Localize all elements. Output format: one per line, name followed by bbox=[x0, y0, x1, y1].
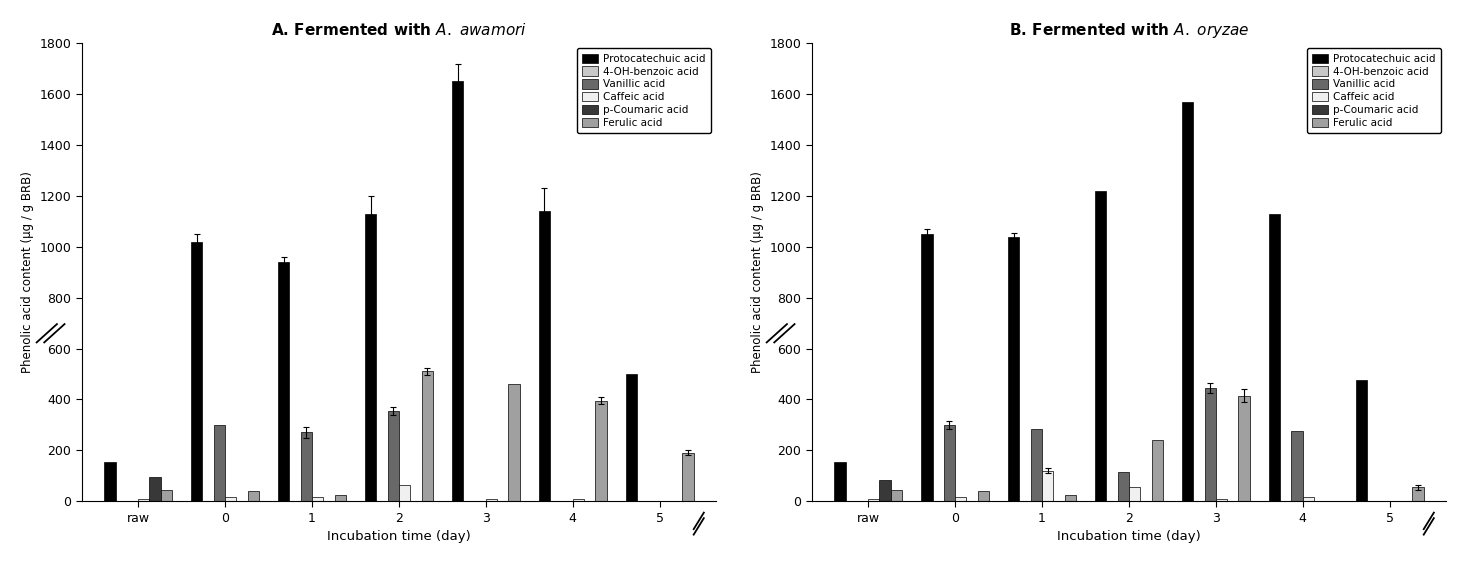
Bar bbox=[890, 490, 902, 501]
Bar bbox=[977, 491, 989, 501]
Bar bbox=[596, 400, 607, 501]
Bar bbox=[301, 433, 312, 501]
Bar bbox=[1118, 472, 1130, 501]
Bar bbox=[572, 499, 584, 501]
Y-axis label: Phenolic acid content (μg / g BRB): Phenolic acid content (μg / g BRB) bbox=[21, 171, 34, 373]
Bar bbox=[682, 453, 694, 501]
X-axis label: Incubation time (day): Incubation time (day) bbox=[327, 530, 471, 543]
Title: A. Fermented with $\mathit{A.\ awamori}$: A. Fermented with $\mathit{A.\ awamori}$ bbox=[271, 22, 527, 38]
Bar bbox=[1291, 431, 1303, 501]
Title: B. Fermented with $\mathit{A.\ oryzae}$: B. Fermented with $\mathit{A.\ oryzae}$ bbox=[1009, 21, 1250, 40]
Bar bbox=[509, 384, 519, 501]
Bar bbox=[214, 425, 224, 501]
Bar bbox=[868, 499, 880, 501]
Bar bbox=[1152, 440, 1163, 501]
Bar bbox=[955, 497, 967, 501]
Bar bbox=[1065, 495, 1075, 501]
Bar bbox=[1238, 395, 1250, 501]
Bar bbox=[191, 241, 202, 501]
Bar bbox=[421, 372, 433, 501]
Bar bbox=[1182, 102, 1193, 501]
Bar bbox=[365, 214, 377, 501]
Bar bbox=[943, 425, 955, 501]
Bar bbox=[248, 491, 260, 501]
Bar bbox=[1413, 487, 1423, 501]
Bar bbox=[1269, 214, 1281, 501]
Bar bbox=[1008, 236, 1020, 501]
Bar bbox=[399, 484, 411, 501]
Bar bbox=[835, 462, 845, 501]
Bar bbox=[921, 234, 933, 501]
Bar bbox=[452, 81, 464, 501]
Bar bbox=[161, 490, 172, 501]
Bar bbox=[538, 211, 550, 501]
Bar bbox=[626, 374, 637, 501]
Bar bbox=[138, 499, 150, 501]
Bar bbox=[104, 462, 116, 501]
Bar bbox=[486, 499, 497, 501]
Bar bbox=[1204, 388, 1216, 501]
Bar bbox=[387, 411, 399, 501]
Bar bbox=[279, 262, 289, 501]
Bar bbox=[1216, 499, 1228, 501]
Bar bbox=[150, 477, 161, 501]
Bar bbox=[1356, 380, 1367, 501]
Bar bbox=[312, 497, 323, 501]
Legend: Protocatechuic acid, 4-OH-benzoic acid, Vanillic acid, Caffeic acid, p-Coumaric : Protocatechuic acid, 4-OH-benzoic acid, … bbox=[1307, 49, 1441, 133]
Bar bbox=[1031, 429, 1042, 501]
Y-axis label: Phenolic acid content (μg / g BRB): Phenolic acid content (μg / g BRB) bbox=[751, 171, 764, 373]
Bar bbox=[1303, 497, 1314, 501]
Bar bbox=[1130, 487, 1140, 501]
X-axis label: Incubation time (day): Incubation time (day) bbox=[1058, 530, 1201, 543]
Bar bbox=[334, 495, 346, 501]
Legend: Protocatechuic acid, 4-OH-benzoic acid, Vanillic acid, Caffeic acid, p-Coumaric : Protocatechuic acid, 4-OH-benzoic acid, … bbox=[577, 49, 711, 133]
Bar bbox=[880, 479, 890, 501]
Bar bbox=[1042, 471, 1053, 501]
Bar bbox=[1094, 191, 1106, 501]
Bar bbox=[224, 497, 236, 501]
